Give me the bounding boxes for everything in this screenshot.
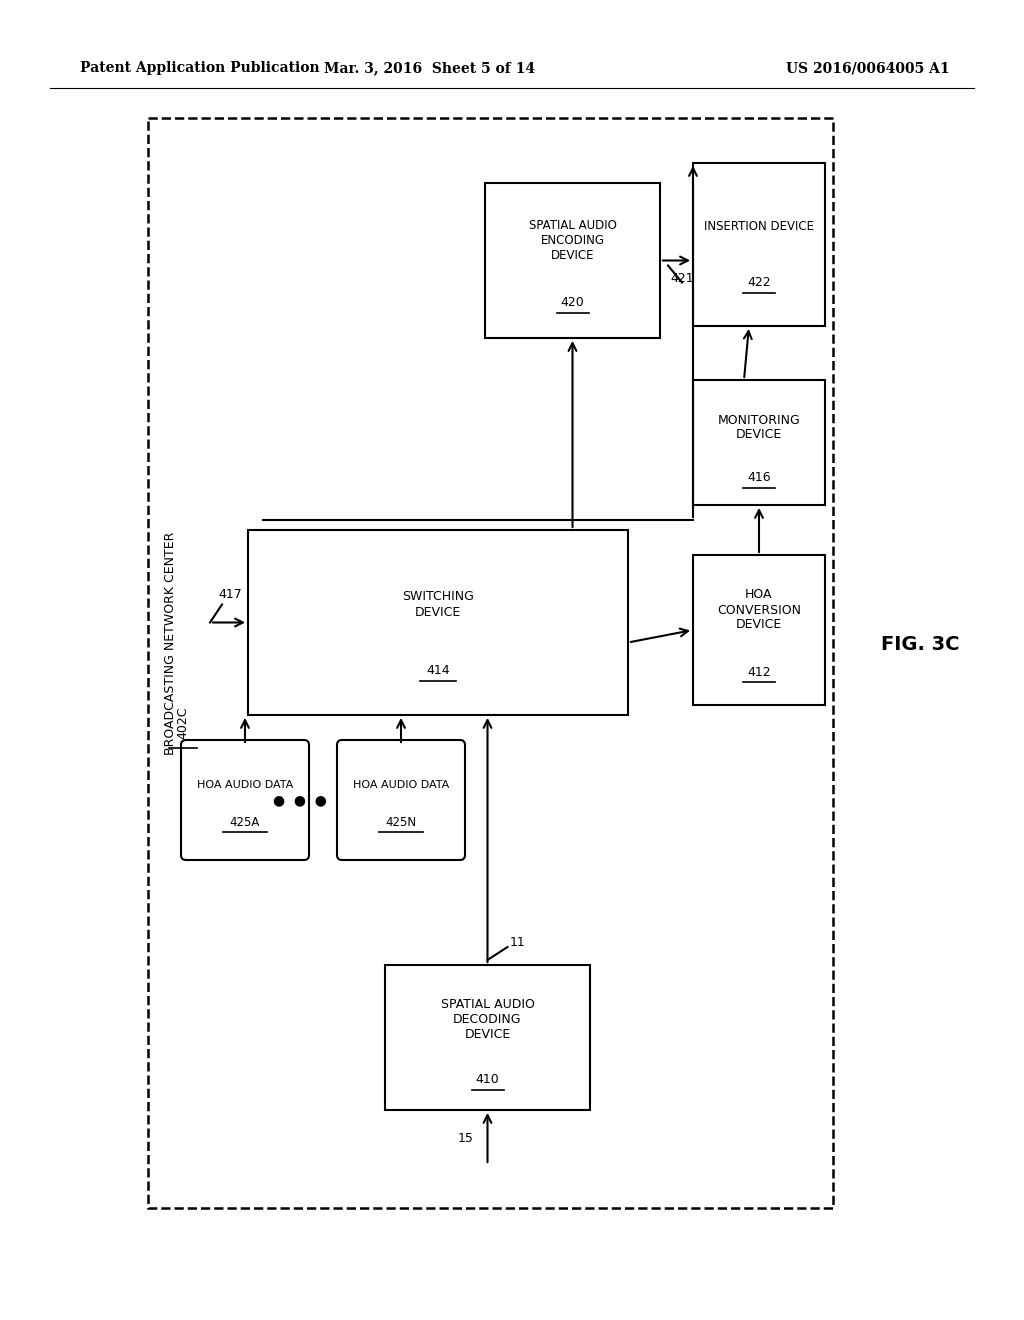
Text: 414: 414 — [426, 664, 450, 677]
Text: 422: 422 — [748, 276, 771, 289]
Text: SWITCHING
DEVICE: SWITCHING DEVICE — [402, 590, 474, 619]
Text: HOA AUDIO DATA: HOA AUDIO DATA — [197, 780, 293, 789]
Text: BROADCASTING NETWORK CENTER: BROADCASTING NETWORK CENTER — [164, 532, 176, 755]
Text: 15: 15 — [458, 1131, 473, 1144]
Text: MONITORING
DEVICE: MONITORING DEVICE — [718, 413, 801, 441]
FancyBboxPatch shape — [385, 965, 590, 1110]
FancyBboxPatch shape — [181, 741, 309, 861]
Text: FIG. 3C: FIG. 3C — [881, 635, 959, 655]
Text: 425A: 425A — [229, 816, 260, 829]
Text: US 2016/0064005 A1: US 2016/0064005 A1 — [786, 61, 950, 75]
FancyBboxPatch shape — [148, 117, 833, 1208]
Text: SPATIAL AUDIO
DECODING
DEVICE: SPATIAL AUDIO DECODING DEVICE — [440, 998, 535, 1041]
FancyBboxPatch shape — [248, 531, 628, 715]
Text: SPATIAL AUDIO
ENCODING
DEVICE: SPATIAL AUDIO ENCODING DEVICE — [528, 219, 616, 261]
Text: 425N: 425N — [385, 816, 417, 829]
FancyBboxPatch shape — [693, 162, 825, 326]
FancyBboxPatch shape — [693, 380, 825, 506]
Text: INSERTION DEVICE: INSERTION DEVICE — [705, 220, 814, 234]
Text: 421: 421 — [670, 272, 694, 285]
Text: HOA
CONVERSION
DEVICE: HOA CONVERSION DEVICE — [717, 589, 801, 631]
Text: 11: 11 — [510, 936, 525, 949]
Text: Mar. 3, 2016  Sheet 5 of 14: Mar. 3, 2016 Sheet 5 of 14 — [325, 61, 536, 75]
Text: 420: 420 — [560, 296, 585, 309]
FancyBboxPatch shape — [693, 554, 825, 705]
Text: 417: 417 — [218, 587, 242, 601]
Text: HOA AUDIO DATA: HOA AUDIO DATA — [353, 780, 450, 789]
FancyBboxPatch shape — [485, 183, 660, 338]
Text: Patent Application Publication: Patent Application Publication — [80, 61, 319, 75]
FancyBboxPatch shape — [337, 741, 465, 861]
Text: ●  ●  ●: ● ● ● — [273, 793, 327, 807]
Text: 402C: 402C — [176, 706, 189, 739]
Text: 416: 416 — [748, 471, 771, 484]
Text: 412: 412 — [748, 665, 771, 678]
Text: 410: 410 — [475, 1073, 500, 1086]
